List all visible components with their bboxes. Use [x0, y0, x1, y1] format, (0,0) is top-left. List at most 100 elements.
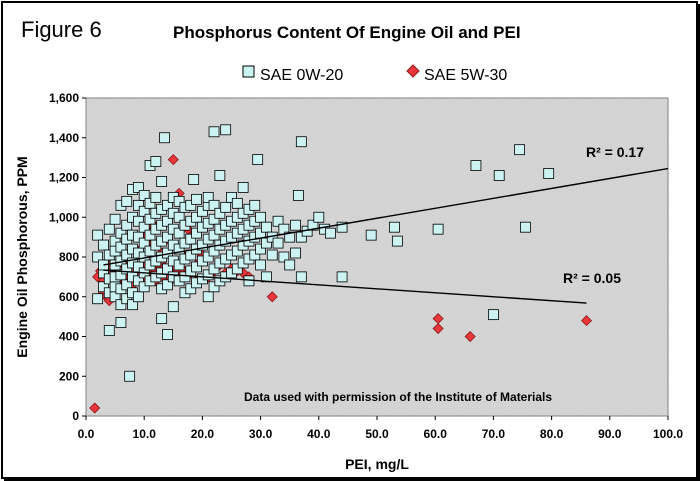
data-point-0w20: [252, 154, 264, 166]
data-point-0w20: [202, 251, 214, 263]
data-point-0w20: [162, 199, 173, 211]
data-point-0w20: [115, 241, 127, 253]
data-point-0w20: [121, 293, 133, 305]
legend-label-0w20: SAE 0W-20: [260, 67, 343, 84]
x-tick-label: 40.0: [307, 427, 331, 441]
data-point-0w20: [150, 191, 162, 203]
data-point-0w20: [121, 249, 133, 261]
data-point-0w20: [231, 263, 243, 275]
data-point-0w20: [514, 144, 525, 156]
legend-label-5w30: SAE 5W-30: [424, 67, 507, 84]
data-point-0w20: [144, 213, 156, 225]
data-point-0w20: [115, 269, 127, 281]
data-point-0w20: [202, 291, 214, 303]
data-point-0w20: [185, 283, 197, 295]
data-point-0w20: [173, 195, 185, 207]
x-tick-label: 10.0: [133, 427, 157, 441]
data-point-0w20: [487, 309, 499, 321]
data-point-0w20: [185, 233, 197, 245]
y-tick-label: 1,200: [49, 171, 79, 185]
data-point-0w20: [127, 299, 138, 311]
data-point-0w20: [325, 227, 336, 239]
x-tick-label: 60.0: [424, 427, 448, 441]
data-point-0w20: [132, 231, 144, 243]
data-point-0w20: [266, 249, 278, 261]
x-tick-label: 30.0: [249, 427, 273, 441]
data-point-0w20: [191, 227, 202, 239]
data-point-0w20: [272, 215, 284, 227]
data-point-0w20: [124, 370, 136, 382]
data-point-0w20: [295, 231, 307, 243]
y-tick-label: 800: [59, 250, 79, 264]
data-point-0w20: [470, 160, 482, 171]
x-tick-label: 70.0: [482, 427, 506, 441]
data-point-0w20: [156, 313, 168, 325]
data-point-0w20: [295, 136, 307, 148]
x-tick-label: 80.0: [540, 427, 564, 441]
data-point-0w20: [290, 219, 301, 231]
x-tick-label: 50.0: [365, 427, 389, 441]
data-point-0w20: [389, 221, 400, 233]
legend-marker-0w20: [242, 65, 255, 78]
data-point-0w20: [159, 132, 170, 144]
data-point-0w20: [543, 168, 555, 179]
data-point-0w20: [132, 291, 144, 303]
data-point-0w20: [138, 189, 150, 201]
data-point-0w20: [293, 189, 304, 201]
x-axis-label: PEI, mg/L: [345, 456, 409, 472]
data-point-0w20: [261, 221, 272, 233]
data-point-0w20: [144, 229, 156, 241]
data-point-0w20: [92, 251, 104, 263]
legend: SAE 0W-20 SAE 5W-30: [242, 64, 507, 84]
data-point-0w20: [220, 124, 232, 136]
data-point-0w20: [138, 281, 150, 293]
data-point-0w20: [138, 205, 150, 217]
data-point-5w30: [580, 315, 593, 327]
data-point-0w20: [391, 235, 403, 247]
data-point-0w20: [208, 281, 220, 293]
data-point-0w20: [208, 213, 220, 225]
data-point-0w20: [121, 195, 133, 207]
data-point-0w20: [150, 156, 162, 168]
data-point-0w20: [284, 231, 296, 243]
data-point-0w20: [173, 211, 185, 223]
data-point-0w20: [295, 271, 307, 283]
data-point-0w20: [132, 182, 144, 193]
data-point-0w20: [167, 301, 179, 313]
data-point-0w20: [226, 191, 237, 203]
y-axis-label: Engine Oil Phosphorous, PPM: [14, 156, 30, 357]
data-point-0w20: [191, 193, 202, 205]
data-point-0w20: [191, 261, 202, 273]
data-point-0w20: [493, 170, 505, 181]
data-point-0w20: [121, 279, 133, 291]
figure-label: Figure 6: [21, 17, 102, 42]
chart-annotation: Data used with permission of the Institu…: [244, 390, 552, 404]
data-point-0w20: [208, 229, 220, 241]
data-point-5w30: [464, 330, 476, 343]
data-point-0w20: [255, 259, 267, 271]
data-point-0w20: [336, 221, 348, 233]
trendlines: R² = 0.17 R² = 0.05: [103, 144, 669, 304]
data-point-0w20: [185, 199, 197, 211]
data-point-0w20: [255, 211, 267, 223]
y-tick-label: 600: [59, 290, 79, 304]
y-tick-label: 400: [59, 330, 79, 344]
data-point-0w20: [138, 221, 150, 233]
data-point-0w20: [307, 219, 319, 231]
data-point-0w20: [162, 215, 173, 227]
data-point-0w20: [156, 176, 168, 187]
data-point-0w20: [173, 259, 185, 271]
data-point-0w20: [255, 243, 267, 255]
data-point-0w20: [220, 201, 232, 213]
data-point-0w20: [278, 251, 290, 263]
data-point-0w20: [109, 213, 121, 225]
data-point-0w20: [188, 174, 200, 185]
data-point-0w20: [520, 221, 531, 233]
data-point-0w20: [432, 223, 444, 235]
data-point-0w20: [214, 207, 226, 219]
data-point-0w20: [121, 263, 133, 275]
data-point-0w20: [214, 170, 226, 181]
axes: 0.0 10.0 20.0 30.0 40.0 50.0 60.0 70.0 80.0 90.0 1…: [49, 91, 683, 441]
data-point-0w20: [313, 211, 325, 223]
